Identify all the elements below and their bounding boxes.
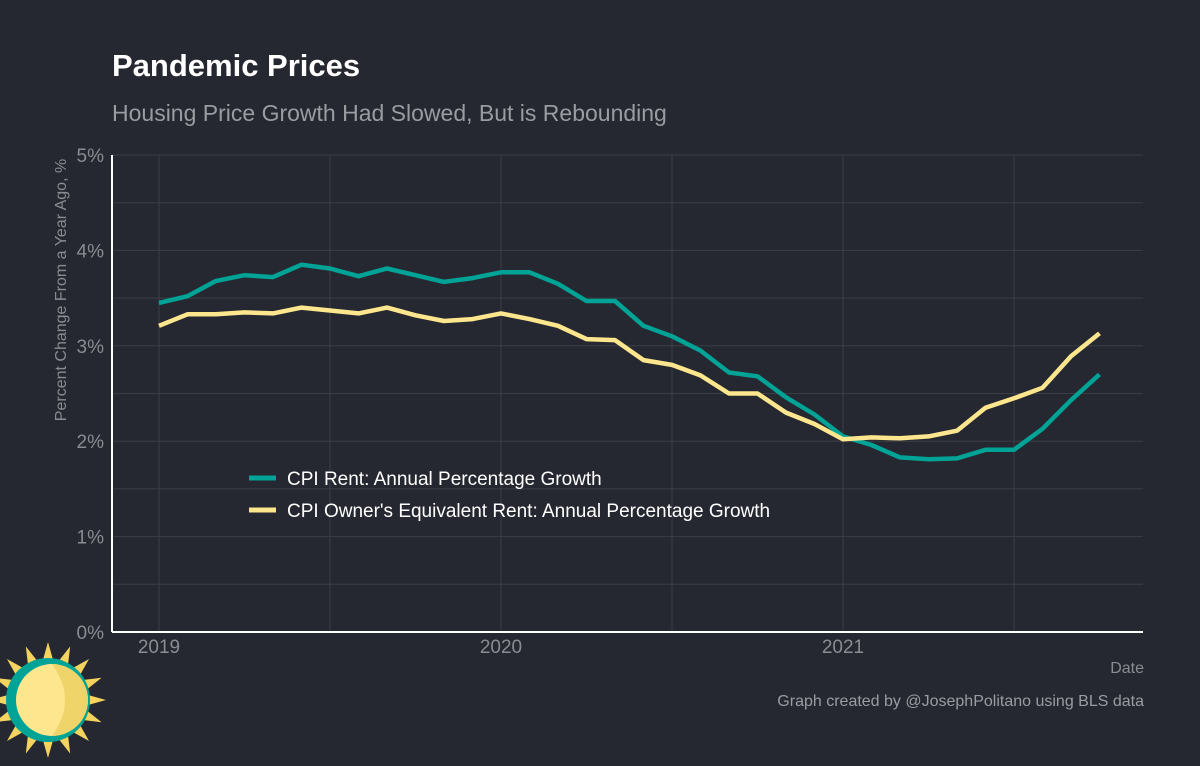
y-tick-label: 0% [77,623,105,644]
sun-logo [0,642,106,758]
y-tick-label: 1% [77,528,105,549]
x-axis-label: Date [1110,660,1144,677]
x-tick-label: 2019 [138,637,180,658]
y-tick-label: 3% [77,337,105,358]
sun-shade-icon [52,664,88,736]
grid-lines [112,154,1143,632]
x-tick-label: 2021 [822,637,864,658]
axes: 0% 1% 2% 3% 4% 5% 2019 2020 2021 Date Percent Chan… [53,146,1144,677]
y-tick-label: 2% [77,432,105,453]
series-lines [158,262,1102,462]
y-axis-label: Percent Change From a Year Ago, % [53,159,70,421]
series-line-1 [158,262,1102,462]
legend-label-1: CPI Rent: Annual Percentage Growth [287,469,602,490]
sun-rays-icon [0,642,106,758]
chart-subtitle: Housing Price Growth Had Slowed, But is … [112,100,667,126]
source-caption: Graph created by @JosephPolitano using B… [777,693,1144,710]
series-line-2 [158,305,1101,442]
y-tick-label: 5% [77,146,105,167]
x-tick-label: 2020 [480,637,522,658]
legend-label-2: CPI Owner's Equivalent Rent: Annual Perc… [287,501,770,522]
y-tick-label: 4% [77,241,105,262]
chart-title: Pandemic Prices [112,48,361,83]
legend: CPI Rent: Annual Percentage Growth CPI Ow… [249,469,770,522]
